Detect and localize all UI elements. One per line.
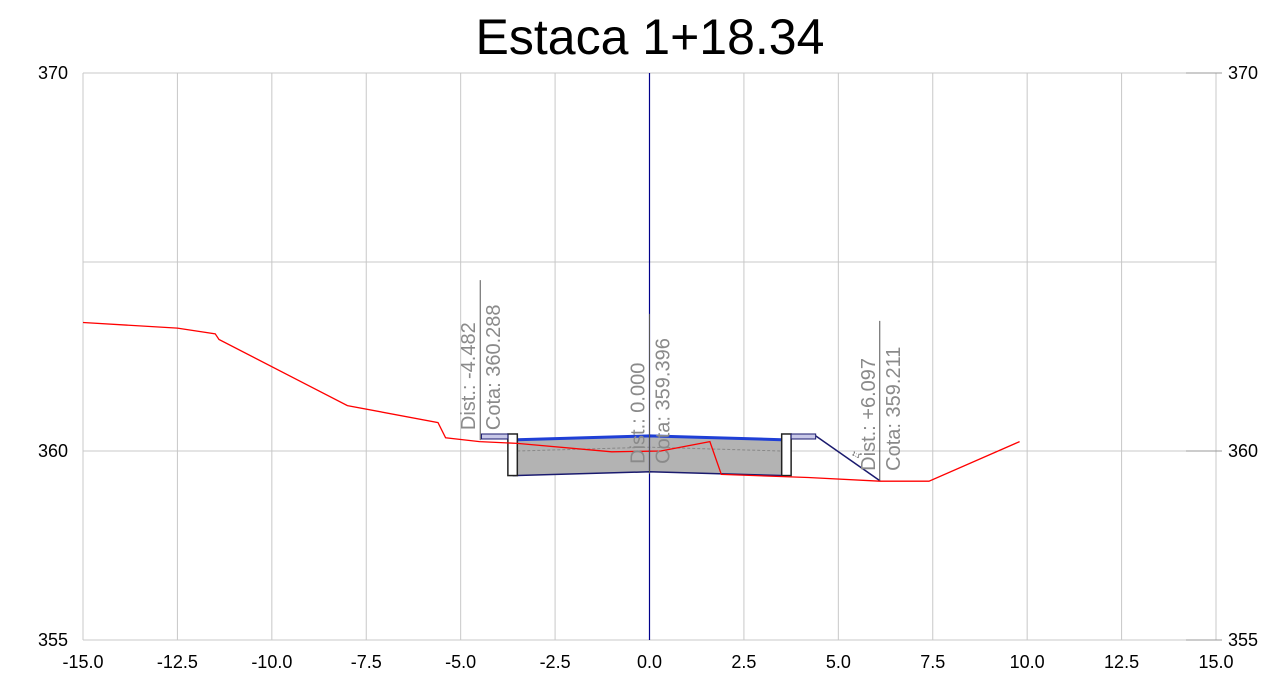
- x-tick-label: 2.5: [731, 652, 756, 672]
- chart-title: Estaca 1+18.34: [475, 9, 825, 65]
- annotation-dist: Dist.: -4.482: [458, 322, 480, 430]
- annotation-cota: Cota: 359.396: [653, 338, 675, 464]
- annotation-cota: Cota: 359.211: [883, 347, 905, 471]
- y-tick-label-right: 360: [1228, 441, 1258, 461]
- y-tick-label-left: 370: [38, 63, 68, 83]
- road-section: 1:1: [480, 433, 881, 482]
- left-sidewalk: [480, 433, 509, 440]
- right-sidewalk: [790, 433, 817, 440]
- y-tick-label-left: 355: [38, 630, 68, 650]
- x-tick-label: -7.5: [351, 652, 382, 672]
- left-curb-wall: [507, 433, 519, 477]
- x-tick-label: -10.0: [251, 652, 292, 672]
- x-tick-label: -12.5: [157, 652, 198, 672]
- x-tick-label: 7.5: [920, 652, 945, 672]
- y-tick-label-right: 370: [1228, 63, 1258, 83]
- x-tick-label: 15.0: [1198, 652, 1233, 672]
- right-curb-wall: [780, 433, 792, 477]
- annotation-cota: Cota: 360.288: [483, 304, 505, 430]
- y-tick-label-left: 360: [38, 441, 68, 461]
- terrain-line: [82, 321, 1020, 482]
- annotation-dist: Dist.: 0.000: [628, 363, 650, 464]
- tick-layer: -15.0 -12.5 -10.0 -7.5 -5.0 -2.5 0.0 2.5 5.0 7.5 1…: [38, 63, 1258, 672]
- annotation-layer: Dist.: -4.482 Cota: 360.288 Dist.: 0.000 Co…: [458, 280, 905, 481]
- right-slope-line: [815, 435, 881, 482]
- x-tick-label: -5.0: [445, 652, 476, 672]
- x-tick-label: 12.5: [1104, 652, 1139, 672]
- x-tick-label: 10.0: [1010, 652, 1045, 672]
- x-tick-label: -15.0: [62, 652, 103, 672]
- annotation-dist: Dist.: +6.097: [858, 358, 880, 471]
- series-layer: [82, 321, 1020, 482]
- y-tick-label-right: 355: [1228, 630, 1258, 650]
- slope-label: 1:1: [851, 451, 862, 460]
- x-tick-label: 0.0: [637, 652, 662, 672]
- x-tick-label: 5.0: [826, 652, 851, 672]
- x-tick-label: -2.5: [540, 652, 571, 672]
